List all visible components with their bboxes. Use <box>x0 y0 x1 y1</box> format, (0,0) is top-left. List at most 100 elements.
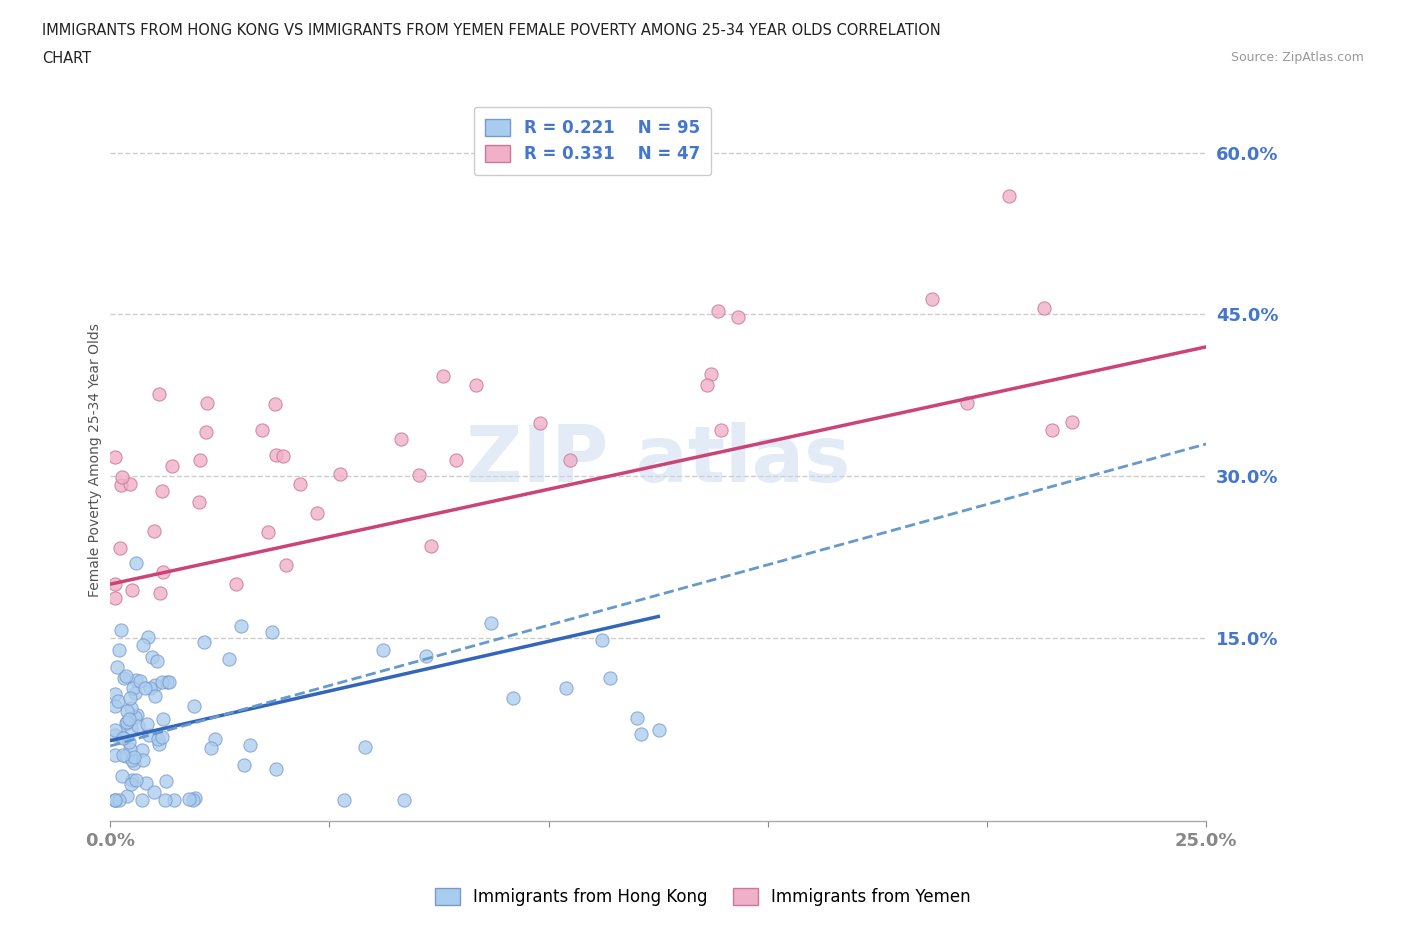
Point <box>131 792 153 807</box>
Point <box>288 476 311 491</box>
Point <box>218 652 240 667</box>
Point <box>122 749 145 764</box>
Point <box>138 728 160 743</box>
Point <box>136 717 159 732</box>
Point <box>699 366 721 381</box>
Point <box>122 755 145 770</box>
Point <box>502 690 524 705</box>
Point <box>146 654 169 669</box>
Point <box>120 476 142 491</box>
Point <box>120 720 142 735</box>
Legend: R = 0.221    N = 95, R = 0.331    N = 47: R = 0.221 N = 95, R = 0.331 N = 47 <box>474 107 711 175</box>
Point <box>155 774 177 789</box>
Point <box>104 577 127 591</box>
Point <box>131 742 153 757</box>
Point <box>163 792 186 807</box>
Point <box>152 711 174 726</box>
Point <box>111 470 134 485</box>
Point <box>146 731 169 746</box>
Point <box>108 792 131 807</box>
Point <box>104 792 127 807</box>
Point <box>127 718 149 733</box>
Point <box>921 291 943 306</box>
Point <box>183 792 205 807</box>
Point <box>353 740 375 755</box>
Point <box>124 685 146 700</box>
Point <box>111 748 134 763</box>
Point <box>150 674 173 689</box>
Point <box>121 753 143 768</box>
Point <box>124 710 146 724</box>
Point <box>115 715 138 730</box>
Point <box>415 648 437 663</box>
Point <box>139 681 162 696</box>
Point <box>111 730 134 745</box>
Point <box>332 792 354 807</box>
Point <box>152 730 174 745</box>
Point <box>104 698 127 713</box>
Y-axis label: Female Poverty Among 25-34 Year Olds: Female Poverty Among 25-34 Year Olds <box>89 323 103 597</box>
Point <box>408 468 430 483</box>
Point <box>148 737 170 751</box>
Point <box>104 591 127 605</box>
Point <box>465 378 488 392</box>
Point <box>118 691 141 706</box>
Point <box>131 752 153 767</box>
Point <box>143 524 166 538</box>
Point <box>104 687 127 702</box>
Point <box>149 586 172 601</box>
Point <box>127 708 149 723</box>
Point <box>104 747 127 762</box>
Point <box>104 727 127 742</box>
Point <box>195 425 218 440</box>
Point <box>392 792 415 807</box>
Point <box>125 672 148 687</box>
Point <box>276 558 298 573</box>
Text: Source: ZipAtlas.com: Source: ZipAtlas.com <box>1230 51 1364 64</box>
Point <box>143 688 166 703</box>
Point <box>120 777 142 791</box>
Point <box>998 189 1021 204</box>
Point <box>108 540 131 555</box>
Point <box>122 681 145 696</box>
Point <box>648 723 671 737</box>
Point <box>112 731 135 746</box>
Point <box>153 792 176 807</box>
Point <box>105 659 128 674</box>
Point <box>115 669 138 684</box>
Point <box>599 671 621 685</box>
Point <box>727 310 749 325</box>
Point <box>239 737 262 752</box>
Point <box>145 678 167 693</box>
Point <box>420 538 443 553</box>
Point <box>193 634 215 649</box>
Point <box>266 447 288 462</box>
Point <box>479 616 502 631</box>
Point <box>107 643 129 658</box>
Point <box>432 368 454 383</box>
Point <box>710 422 733 437</box>
Point <box>104 450 127 465</box>
Point <box>131 638 153 653</box>
Text: ZIP atlas: ZIP atlas <box>467 422 851 498</box>
Point <box>558 452 581 467</box>
Point <box>444 453 467 468</box>
Point <box>257 525 280 539</box>
Point <box>273 448 295 463</box>
Point <box>307 505 329 520</box>
Point <box>264 762 287 777</box>
Point <box>134 681 156 696</box>
Point <box>157 674 180 689</box>
Point <box>200 740 222 755</box>
Point <box>183 790 205 805</box>
Point <box>229 618 252 633</box>
Point <box>136 630 159 644</box>
Point <box>125 555 148 570</box>
Point <box>696 378 718 392</box>
Point <box>204 732 226 747</box>
Point <box>225 577 247 591</box>
Point <box>555 681 578 696</box>
Point <box>1040 423 1063 438</box>
Point <box>150 484 173 498</box>
Point <box>129 673 152 688</box>
